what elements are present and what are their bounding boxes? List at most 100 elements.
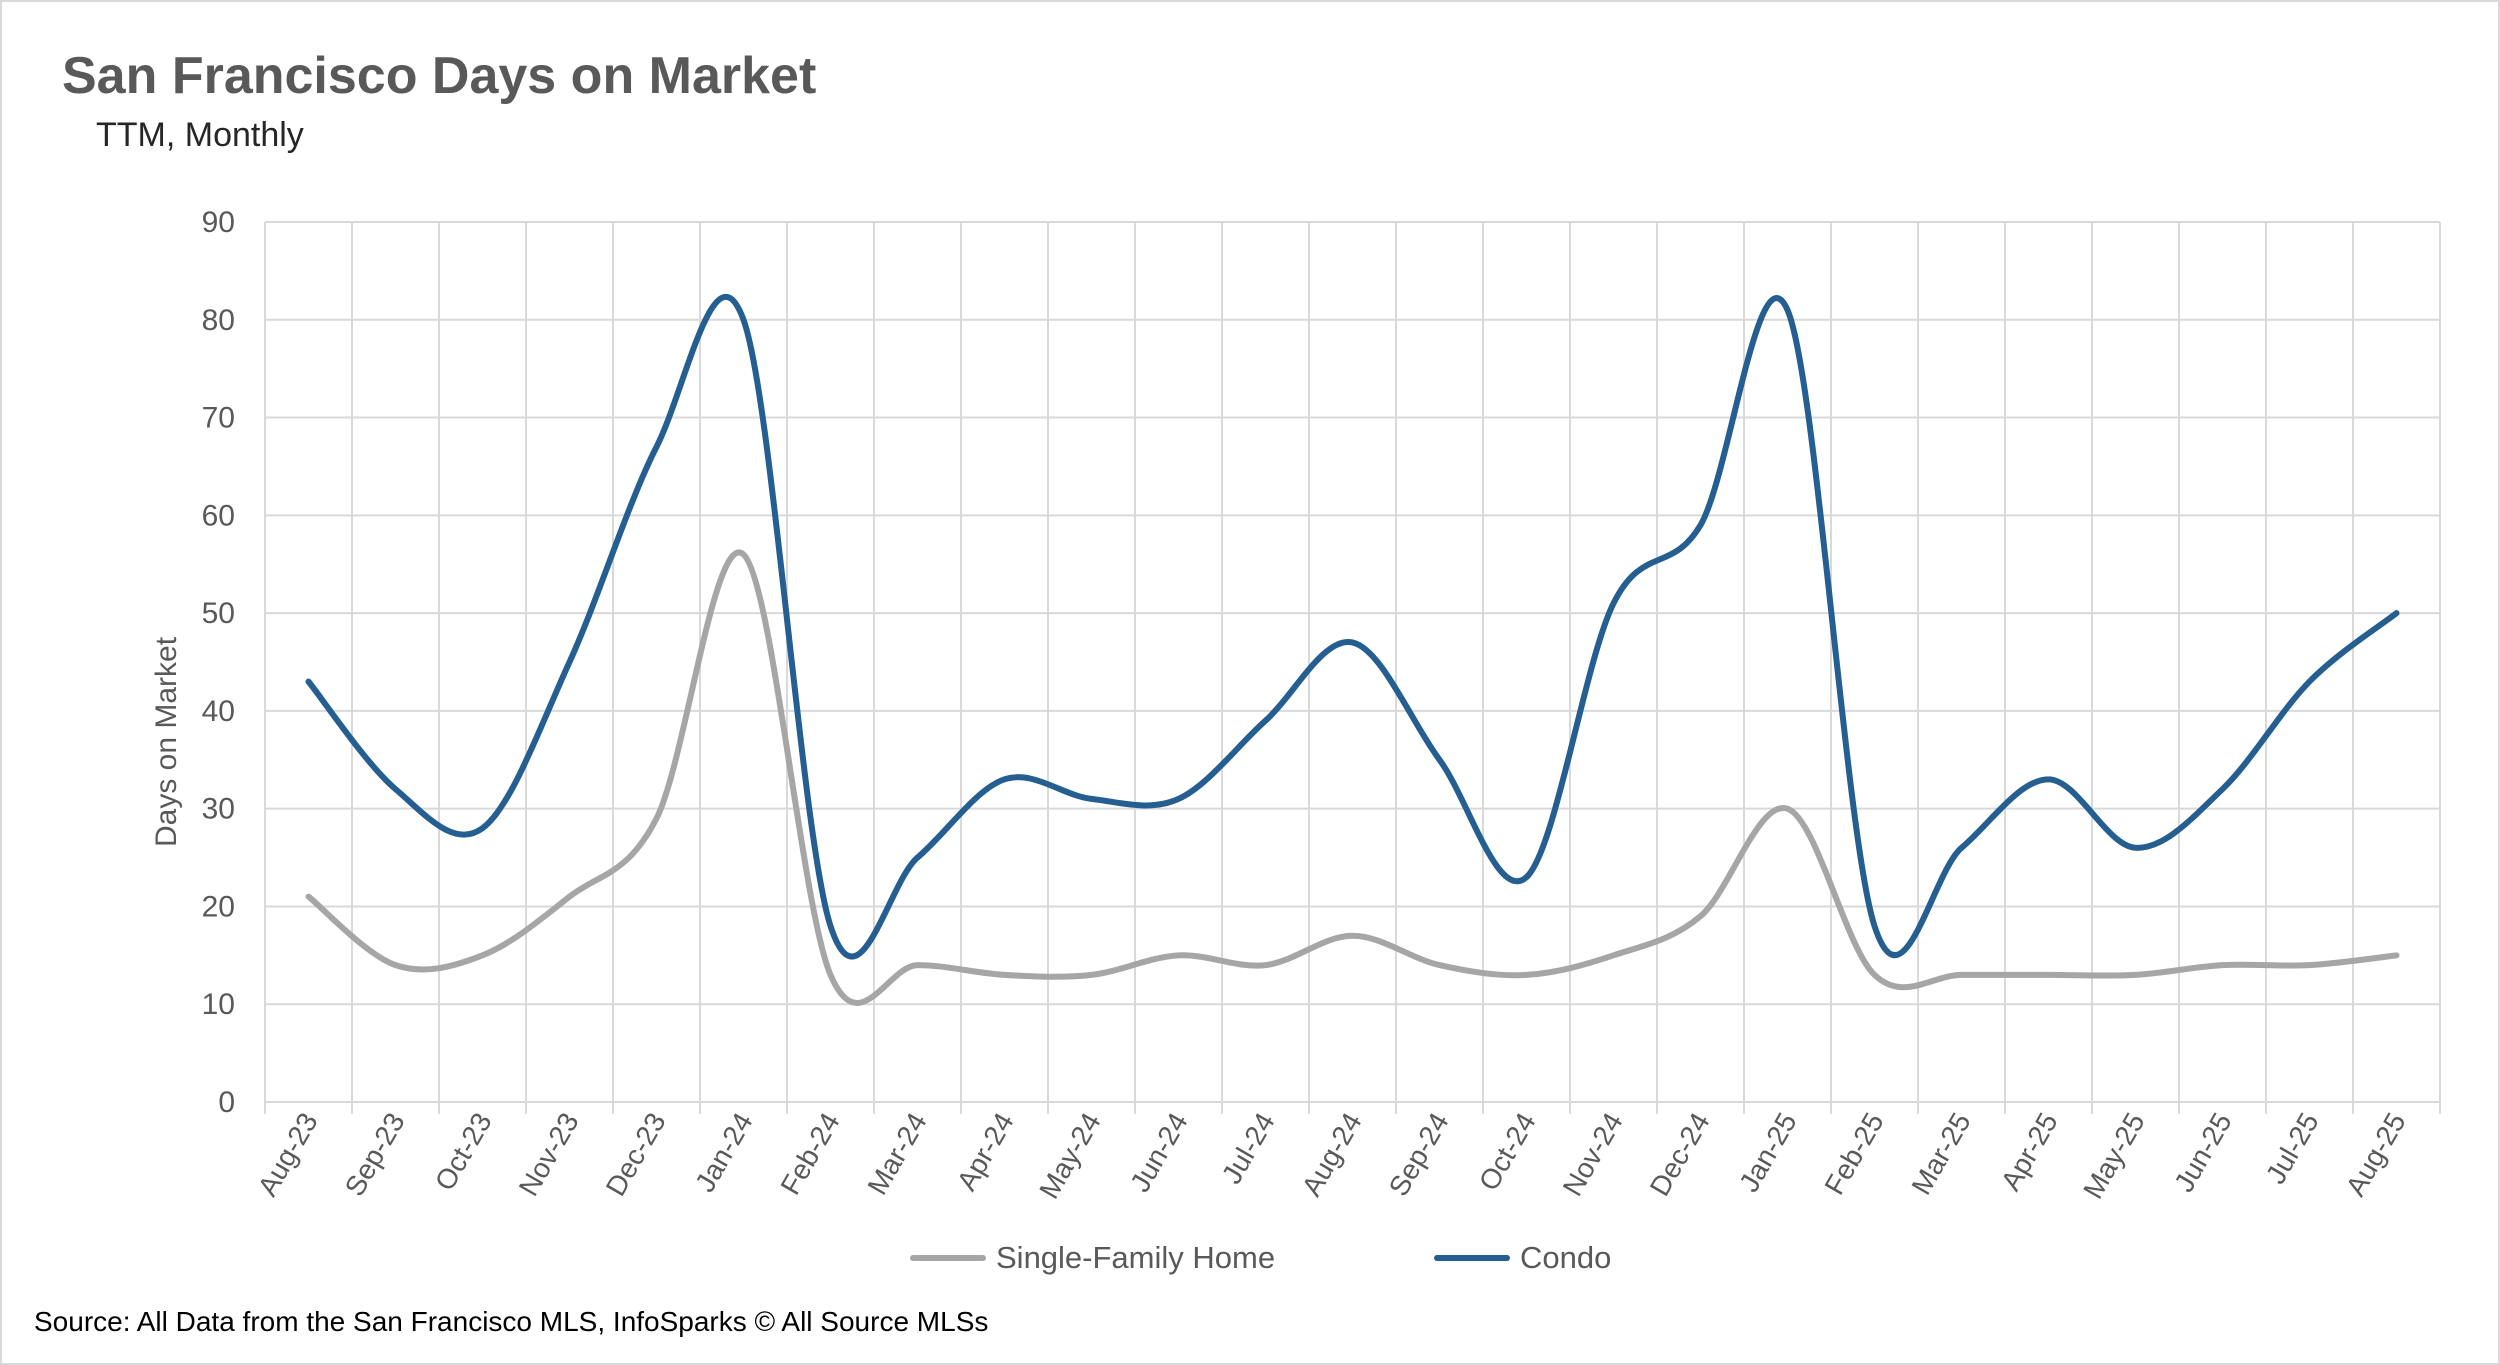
y-tick-label: 70 — [202, 402, 235, 435]
data-point-condo — [2396, 612, 2397, 614]
x-tick-label: Oct-24 — [1473, 1108, 1542, 1196]
data-point-condo — [1265, 720, 1266, 722]
x-tick-label: Jul-25 — [2260, 1108, 2325, 1190]
y-tick-label: 40 — [202, 695, 235, 728]
data-point-condo — [569, 661, 570, 663]
data-point-condo — [743, 319, 744, 321]
data-point-condo — [830, 925, 831, 927]
x-tick-label: Jun-24 — [1124, 1108, 1194, 1198]
y-axis-label: Days on Market — [150, 636, 183, 847]
x-tick-label: Aug-25 — [2340, 1108, 2412, 1202]
source-note: Source: All Data from the San Francisco … — [34, 1306, 989, 1337]
data-point-single-family-home — [395, 964, 396, 966]
data-point-condo — [2222, 788, 2223, 790]
legend-item-condo: Condo — [1434, 1238, 1611, 1278]
data-point-single-family-home — [830, 974, 831, 976]
x-tick-label: Nov-23 — [513, 1108, 585, 1202]
data-point-single-family-home — [1526, 974, 1527, 976]
x-tick-label: Apr-24 — [951, 1108, 1020, 1196]
x-tick-label: May-24 — [1033, 1108, 1107, 1204]
x-tick-label: Apr-25 — [1995, 1108, 2064, 1196]
data-point-condo — [1874, 925, 1875, 927]
x-tick-label: Oct-23 — [429, 1108, 498, 1196]
data-point-condo — [1787, 309, 1788, 311]
data-point-condo — [2309, 681, 2310, 683]
y-tick-label: 50 — [202, 597, 235, 630]
data-point-single-family-home — [1700, 915, 1701, 917]
data-point-condo — [1961, 847, 1962, 849]
x-tick-label: Mar-24 — [861, 1108, 932, 1200]
data-point-condo — [2135, 847, 2136, 849]
x-tick-label: Feb-25 — [1818, 1108, 1889, 1200]
y-tick-label: 90 — [202, 206, 235, 239]
data-point-single-family-home — [1439, 964, 1440, 966]
legend-swatch-single-family-home — [910, 1255, 986, 1261]
data-point-condo — [1613, 602, 1614, 604]
data-point-single-family-home — [1004, 974, 1005, 976]
y-tick-label: 20 — [202, 890, 235, 923]
data-point-condo — [1004, 778, 1005, 780]
x-tick-label: Nov-24 — [1557, 1108, 1629, 1202]
x-tick-label: Sep-24 — [1383, 1108, 1455, 1202]
data-point-single-family-home — [2396, 954, 2397, 956]
series-line-single-family-home — [305, 549, 2400, 1006]
data-point-single-family-home — [2048, 974, 2049, 976]
data-point-single-family-home — [2222, 964, 2223, 966]
data-point-single-family-home — [2135, 974, 2136, 976]
data-point-condo — [1178, 798, 1179, 800]
x-tick-label: Aug-23 — [252, 1108, 324, 1202]
data-point-single-family-home — [308, 896, 309, 898]
data-point-single-family-home — [656, 817, 657, 819]
x-tick-label: Aug-24 — [1296, 1108, 1368, 1202]
x-tick-label: Dec-23 — [600, 1108, 672, 1202]
data-point-single-family-home — [1352, 935, 1353, 937]
data-point-condo — [482, 827, 483, 829]
data-point-single-family-home — [1613, 954, 1614, 956]
x-tick-label: Feb-24 — [774, 1108, 845, 1200]
data-point-condo — [1439, 759, 1440, 761]
chart-title: San Francisco Days on Market — [62, 47, 817, 105]
y-tick-label: 60 — [202, 499, 235, 532]
data-point-single-family-home — [2309, 964, 2310, 966]
data-point-single-family-home — [917, 964, 918, 966]
data-point-single-family-home — [1265, 964, 1266, 966]
y-tick-label: 30 — [202, 793, 235, 826]
data-point-single-family-home — [1874, 974, 1875, 976]
legend-swatch-condo — [1434, 1255, 1510, 1261]
x-tick-label: Jan-25 — [1733, 1108, 1803, 1198]
x-tick-label: Jun-25 — [2168, 1108, 2238, 1198]
legend-label-condo: Condo — [1520, 1240, 1612, 1275]
x-tick-label: May-25 — [2077, 1108, 2151, 1204]
y-tick-label: 10 — [202, 988, 235, 1021]
data-point-single-family-home — [1091, 974, 1092, 976]
data-point-condo — [1091, 798, 1092, 800]
y-tick-label: 0 — [218, 1086, 235, 1119]
series-lines — [305, 294, 2400, 1006]
data-point-condo — [917, 857, 918, 859]
data-point-condo — [1352, 641, 1353, 643]
x-tick-label: Jul-24 — [1216, 1108, 1281, 1190]
grid-lines — [264, 221, 2441, 1114]
x-tick-label: Jan-24 — [689, 1108, 759, 1198]
data-point-single-family-home — [743, 553, 744, 555]
data-point-single-family-home — [1178, 954, 1179, 956]
data-point-single-family-home — [482, 954, 483, 956]
y-tick-label: 80 — [202, 304, 235, 337]
data-point-condo — [395, 788, 396, 790]
legend-label-single-family-home: Single-Family Home — [996, 1240, 1276, 1275]
data-point-single-family-home — [1961, 974, 1962, 976]
data-point-condo — [1700, 524, 1701, 526]
data-point-single-family-home — [1787, 808, 1788, 810]
chart-subtitle: TTM, Monthly — [96, 116, 304, 154]
legend-item-single-family-home: Single-Family Home — [910, 1238, 1275, 1278]
data-point-condo — [308, 681, 309, 683]
data-point-condo — [1526, 876, 1527, 878]
series-line-condo — [305, 294, 2400, 960]
data-point-condo — [656, 446, 657, 448]
data-point-condo — [2048, 778, 2049, 780]
x-tick-label: Mar-25 — [1905, 1108, 1976, 1200]
x-tick-label: Sep-23 — [339, 1108, 411, 1202]
